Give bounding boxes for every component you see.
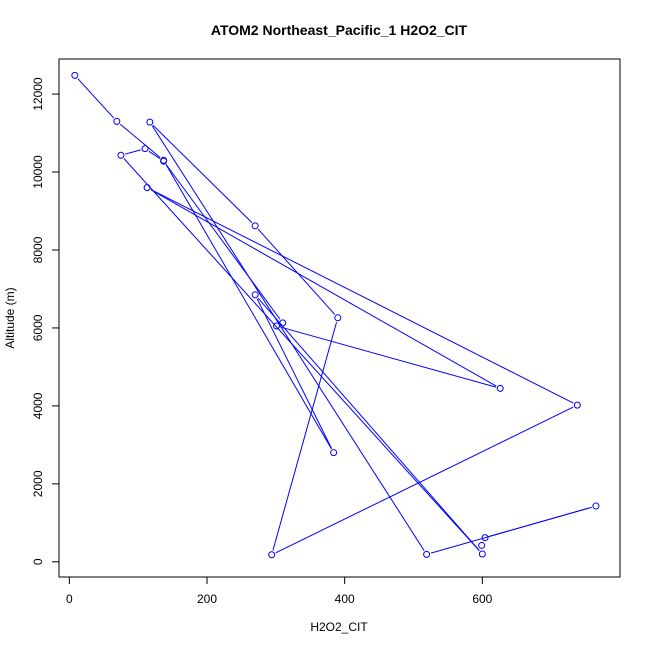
data-point [146, 118, 154, 126]
series-segment [123, 158, 480, 552]
data-point [573, 401, 581, 409]
series-segment [148, 150, 161, 160]
data-point [251, 291, 259, 299]
series-segment [275, 406, 574, 554]
data-point [251, 222, 259, 230]
data-point [334, 314, 342, 322]
data-point [117, 151, 125, 159]
series-segment [150, 189, 497, 387]
series-segment [272, 322, 338, 551]
x-tick-label: 200 [197, 592, 217, 606]
data-point [478, 550, 486, 558]
series-segment [489, 506, 592, 537]
series-segment [151, 125, 425, 551]
y-tick-label: 10000 [31, 155, 45, 189]
data-point [279, 319, 287, 327]
y-axis: 0 2000 4000 6000 8000 10000 12000 [31, 77, 60, 565]
chart-title: ATOM2 Northeast_Pacific_1 H2O2_CIT [211, 22, 468, 38]
series-segment [77, 78, 115, 119]
series-segment [165, 163, 332, 450]
data-point [71, 71, 79, 79]
series-segment [256, 298, 333, 449]
x-tick-label: 0 [66, 592, 73, 606]
y-tick-label: 4000 [31, 392, 45, 419]
plot-frame [58, 58, 621, 578]
y-tick-label: 8000 [31, 236, 45, 263]
data-point [478, 541, 486, 549]
series-layer [71, 71, 600, 559]
series-segment [280, 326, 497, 388]
y-axis-label: Altitude (m) [3, 287, 17, 348]
series-segment [165, 164, 281, 320]
series-segment [257, 228, 336, 315]
x-axis: 0 200 400 600 [66, 576, 493, 606]
data-point [141, 145, 149, 153]
series-segment [119, 123, 161, 158]
y-tick-label: 12000 [31, 77, 45, 111]
series-segment [150, 189, 574, 404]
data-point [496, 384, 504, 392]
series-segment [152, 124, 253, 224]
data-point [592, 502, 600, 510]
data-point [268, 551, 276, 559]
data-point [160, 157, 168, 165]
x-tick-label: 400 [335, 592, 355, 606]
series-segment [125, 149, 141, 155]
data-point [423, 550, 431, 558]
data-point [330, 449, 338, 457]
x-tick-label: 600 [472, 592, 492, 606]
data-point [273, 322, 281, 330]
y-tick-label: 6000 [31, 314, 45, 341]
data-point [481, 534, 489, 542]
y-tick-label: 2000 [31, 470, 45, 497]
y-tick-label: 0 [31, 558, 45, 565]
data-point [113, 117, 121, 125]
series-segment [257, 297, 480, 551]
x-axis-label: H2O2_CIT [310, 620, 368, 634]
data-point [143, 184, 151, 192]
